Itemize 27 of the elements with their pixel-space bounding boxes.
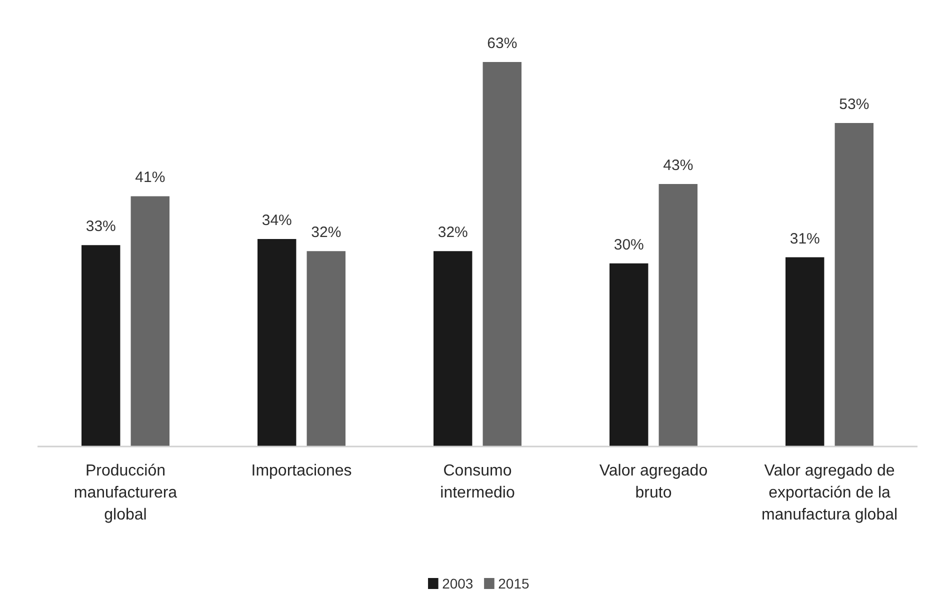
x-tick-label: Valor agregado bruto: [599, 462, 708, 502]
data-label: 41%: [135, 169, 166, 186]
data-label: 30%: [614, 236, 644, 254]
bar: [82, 245, 120, 446]
x-tick-label: Producción manufacturera global: [74, 462, 178, 524]
bar: [610, 263, 648, 446]
bar: [130, 196, 170, 446]
data-label: 53%: [839, 96, 870, 113]
bar: [258, 238, 296, 446]
data-label: 31%: [790, 230, 820, 248]
data-label: 32%: [438, 224, 468, 242]
legend-label: 2003: [442, 576, 474, 592]
x-tick-label: Importaciones: [251, 462, 352, 480]
data-label: 43%: [663, 157, 694, 174]
x-tick-label: Valor agregado de exportación de la manufactura global: [761, 462, 898, 524]
data-label: 32%: [311, 224, 342, 242]
legend-label: 2015: [498, 576, 530, 592]
bar: [434, 251, 472, 446]
bar: [658, 184, 698, 446]
bar: [786, 257, 824, 446]
x-tick-label: Consumo intermedio: [440, 462, 515, 502]
data-label: 33%: [86, 218, 116, 236]
bar: [482, 62, 522, 446]
data-label: 63%: [487, 34, 518, 52]
data-label: 34%: [262, 212, 292, 229]
bar: [834, 122, 874, 446]
bar: [306, 251, 346, 446]
